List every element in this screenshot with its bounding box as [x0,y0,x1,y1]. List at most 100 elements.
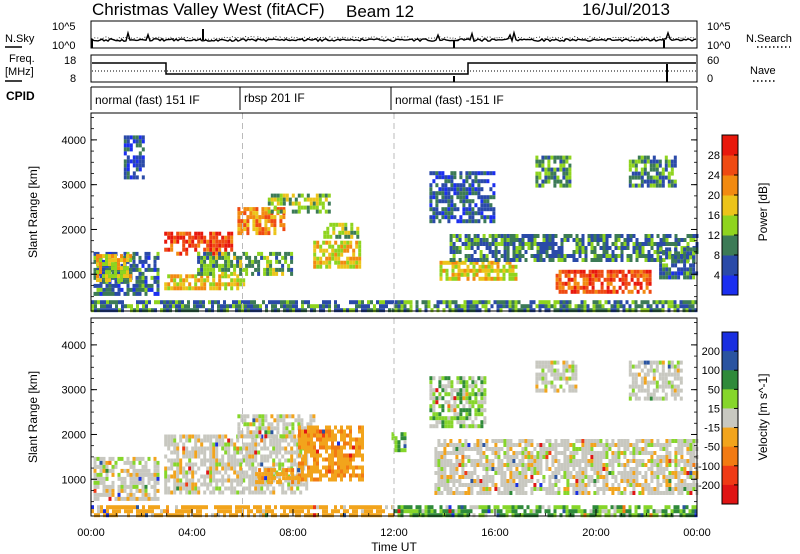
vel-cell [604,509,608,514]
power-cell [172,300,175,305]
power-cell [553,155,557,160]
vel-cell [313,445,316,450]
power-cell [105,262,108,267]
power-cell [132,135,136,140]
vel-cell [218,438,222,443]
vel-cell [689,483,693,487]
power-cell [175,308,178,313]
vel-cell [512,471,516,475]
power-cell [208,308,211,313]
power-cell [553,175,557,180]
vel-cell [264,472,268,477]
vel-cell [319,429,322,434]
power-cell [628,163,632,168]
power-cell [126,274,129,279]
power-cell [539,250,543,254]
power-cell [452,234,456,238]
power-cell [462,183,466,188]
vel-cell [112,509,115,514]
power-cell [217,308,220,313]
power-cell [190,308,193,313]
vel-cell [604,513,608,518]
vel-cell [484,513,488,518]
vel-cell [454,513,458,518]
vel-cell [239,490,243,495]
vel-cell [677,483,681,487]
vel-cell [563,487,567,491]
vel-cell [102,488,106,493]
vel-cell [476,459,480,463]
power-cell [303,205,307,210]
power-cell [295,300,298,305]
vel-cell [129,488,133,493]
power-cell [94,308,97,313]
vel-cell [683,463,687,467]
power-cell [282,197,286,202]
power-cell [538,163,542,168]
power-cell [620,250,624,254]
vel-cell [191,478,195,483]
vel-cell [467,443,471,447]
freq-frame [90,54,698,83]
power-cell [120,258,123,263]
vel-cell [242,486,246,491]
vel-cell [291,476,295,481]
vel-cell [653,451,657,455]
power-cell [491,238,495,242]
power-cell [570,269,574,274]
vel-cell [196,509,199,514]
power-cell [518,254,522,258]
vel-cell [261,418,265,423]
power-cell [227,255,231,260]
power-cell [319,264,323,269]
vel-cell [237,430,241,435]
vel-cell [224,486,228,491]
power-cell [644,238,648,242]
power-cell [319,256,323,261]
power-cell [258,219,262,224]
vel-cell [293,442,297,447]
vel-cell [310,433,313,438]
power-cell [218,267,222,272]
power-cell [173,282,177,287]
vel-cell [589,509,593,514]
power-cell [206,243,210,248]
vel-cell [279,418,283,423]
power-cell [307,300,310,305]
vel-cell [551,459,555,463]
vel-cell [105,468,109,473]
power-cell [494,250,498,254]
power-cell [484,264,488,269]
vel-cell [509,455,513,459]
power-cell [138,143,142,148]
power-cell [530,242,534,246]
power-cell [318,201,322,206]
power-cell [376,300,379,305]
power-cell [559,179,563,184]
power-cell [471,215,475,220]
vel-cell [185,486,189,491]
power-cell [221,251,225,256]
power-cell [670,179,674,184]
power-cell [96,262,99,267]
vel-cell [93,472,97,477]
power-cell [156,287,160,292]
vel-cell [123,484,127,489]
power-cell [343,264,347,269]
vel-cell [512,483,516,487]
vel-cell [476,483,480,487]
vel-cell [650,443,654,447]
vel-cell [218,434,222,439]
power-cell [291,201,295,206]
vel-cell [105,492,109,497]
vel-cell [93,460,97,465]
power-cell [475,268,479,273]
vel-cell [288,476,292,481]
power-cell [677,242,681,246]
power-cell [450,207,454,212]
vel-cell [252,418,256,423]
power-cell [649,308,653,313]
power-cell [483,203,487,208]
vel-cell [307,449,310,454]
vel-cell [632,451,636,455]
